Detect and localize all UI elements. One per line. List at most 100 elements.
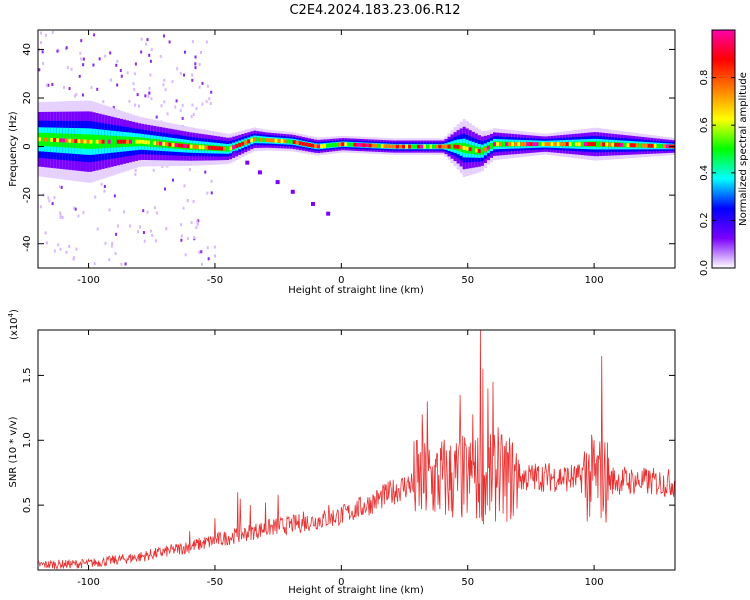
spectrogram-noise-cell [78,74,81,78]
spectrogram-noise-cell [134,168,137,172]
snr-x-tick-label: 100 [585,577,604,588]
spectrogram-noise-cell [68,87,71,91]
spectrogram-core-cell [298,141,303,146]
spectrogram-noise-cell [40,41,43,45]
spectrogram-noise-cell [198,250,201,254]
spectrogram-noise-cell [109,51,112,55]
spectrogram-noise-cell [164,88,167,92]
spectrogram-noise-cell [210,191,213,195]
spectrogram-core-cell [477,149,482,153]
spectrogram-core-cell [371,143,375,148]
spectrogram-core-cell [535,142,539,147]
spectrogram-noise-cell [151,233,154,237]
spectrogram-noise-cell [205,40,208,44]
spectrogram-noise-cell [206,246,209,250]
spectrogram-heatmap [38,30,675,266]
spectrogram-noise-cell [134,172,137,176]
spectrogram-core-cell [77,139,81,144]
spectrogram-core-cell [562,142,566,147]
spectrogram-core-cell [271,138,275,143]
spectrogram-core-cell [347,142,351,147]
spectrogram-core-cell [156,141,160,146]
spectrogram-x-tick-label: 50 [461,275,474,286]
spectrogram-noise-cell [152,168,155,172]
spectrogram-core-cell [626,143,630,148]
spectrogram-noise-cell [110,244,113,248]
spectrogram-core-cell [98,139,102,144]
spectrogram-core-cell [44,137,48,142]
spectrogram-core-cell [320,144,324,149]
snr-frame [37,329,676,571]
spectrogram-noise-cell [155,211,158,215]
spectrogram-noise-cell [108,258,111,262]
spectrogram-noise-cell [182,206,185,210]
spectrogram-noise-cell [214,254,217,258]
spectrogram-noise-cell [142,231,145,235]
spectrogram-noise-cell [136,93,139,97]
spectrogram-y-label: Frequency (Hz) [8,111,19,187]
spectrogram-core-cell [307,143,312,147]
spectrogram-noise-cell [62,85,65,89]
spectrogram-core-cell [383,144,387,149]
spectrogram-noise-cell [176,67,179,71]
spectrogram-core-cell [392,144,397,149]
spectrogram-noise-cell [191,103,194,107]
spectrogram-branch-cell [326,211,331,216]
spectrogram-branch-cell [232,150,237,155]
spectrogram-noise-cell [57,48,60,52]
spectrogram-noise-cell [199,50,202,54]
spectrogram-noise-cell [65,250,68,254]
spectrogram-core-cell [292,140,296,145]
spectrogram-noise-cell [150,97,153,101]
spectrogram-noise-cell [186,237,189,241]
spectrogram-core-cell [508,142,512,147]
spectrogram-core-cell [426,144,430,149]
spectrogram-core-cell [311,143,315,148]
spectrogram-core-cell [125,139,130,144]
spectrogram-noise-cell [68,244,71,248]
spectrogram-noise-cell [191,73,194,77]
spectrogram-core-cell [317,144,321,149]
snr-x-tick-label: 0 [338,577,344,588]
spectrogram-core-cell [283,139,287,144]
spectrogram-core-cell [565,142,569,147]
spectrogram-core-cell [162,142,166,146]
spectrogram-core-cell [605,142,609,147]
spectrogram-core-cell [56,138,60,143]
spectrogram-core-cell [395,144,400,149]
spectrogram-noise-cell [192,112,195,116]
spectrogram-core-cell [335,142,339,147]
spectrogram-core-cell [59,138,63,143]
spectrogram-core-cell [402,144,406,149]
spectrogram-core-cell [429,144,433,149]
spectrogram-noise-cell [206,84,209,88]
spectrogram-noise-cell [209,101,212,105]
spectrogram-noise-cell [191,78,194,82]
spectrogram-noise-cell [194,62,197,66]
spectrogram-core-cell [144,140,148,145]
spectrogram-core-cell [471,147,475,152]
spectrogram-core-cell [641,143,645,148]
spectrogram-noise-cell [183,184,186,188]
spectrogram-core-cell [523,142,527,147]
spectrogram-core-cell [374,143,378,148]
spectrogram-core-cell [447,144,451,149]
snr-y-multiplier-base: (x10 [9,317,20,340]
spectrogram-core-cell [226,146,230,151]
spectrogram-noise-cell [163,78,166,82]
snr-x-tick-label: -50 [207,577,223,588]
spectrogram-noise-cell [111,241,114,245]
spectrogram-noise-cell [65,46,68,50]
spectrogram-core-cell [220,146,224,151]
spectrogram-core-cell [329,143,333,148]
spectrogram-noise-cell [174,105,177,109]
spectrogram-core-cell [405,144,409,149]
spectrogram-core-cell [441,144,445,149]
spectrogram-noise-cell [93,33,96,37]
spectrogram-core-cell [180,143,184,148]
spectrogram-noise-cell [200,262,203,266]
spectrogram-noise-cell [148,53,151,57]
spectrogram-core-cell [435,144,439,149]
spectrogram-core-cell [423,144,427,149]
